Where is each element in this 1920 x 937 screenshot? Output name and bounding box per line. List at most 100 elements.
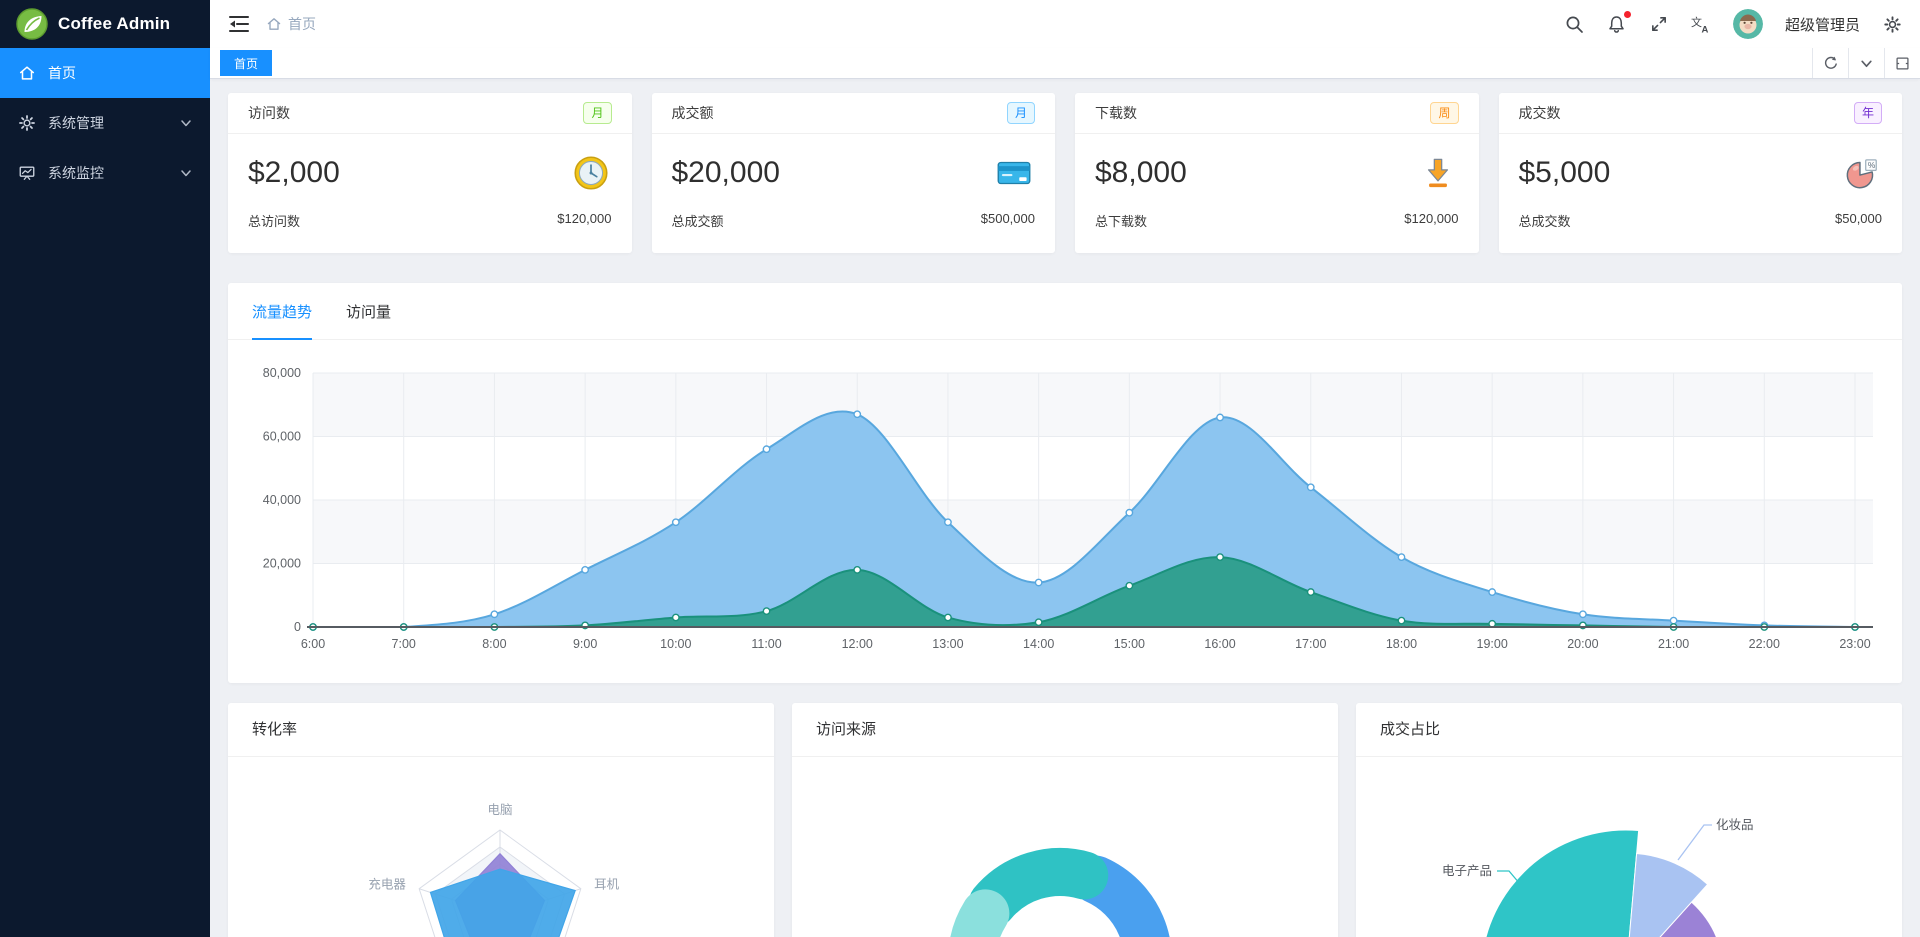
- app-logo: Coffee Admin: [0, 0, 210, 48]
- tab-home[interactable]: 首页: [220, 50, 273, 76]
- svg-text:19:00: 19:00: [1477, 637, 1508, 651]
- svg-text:40,000: 40,000: [263, 493, 301, 507]
- area-chart-canvas: 0 20,000 40,000 60,000 80,000 6:00 7:00 8:00 9:0…: [263, 366, 1873, 651]
- stat-card-footer-value: $500,000: [980, 211, 1035, 226]
- notifications-button[interactable]: [1607, 11, 1631, 34]
- stat-card-footer-label: 总下载数: [1095, 214, 1148, 229]
- fullscreen-icon: [1652, 17, 1666, 31]
- app-title: Coffee Admin: [58, 14, 171, 33]
- svg-text:12:00: 12:00: [842, 637, 873, 651]
- stat-card-turnover: 成交额 月 $20,000 总成交额 $500,000: [651, 93, 1055, 253]
- tags-controls: [1812, 48, 1920, 78]
- stat-card-footer-value: $120,000: [557, 211, 612, 226]
- username[interactable]: 超级管理员: [1784, 16, 1860, 34]
- deal-share-chart: 电子产品 化妆品: [1356, 757, 1902, 937]
- bottom-cards-row: 转化率 电脑耳机 充电器 访问来源 成交占比 电子产品 化妆品: [228, 703, 1902, 937]
- download-icon: [1427, 158, 1448, 187]
- svg-text:8:00: 8:00: [482, 637, 506, 651]
- conversion-rate-card: 转化率 电脑耳机 充电器: [228, 703, 774, 937]
- clock-icon: [573, 155, 608, 190]
- stat-card-title: 访问数: [248, 105, 290, 121]
- svg-text:A: A: [1701, 24, 1708, 34]
- maximize-button[interactable]: [1884, 48, 1920, 78]
- svg-text:17:00: 17:00: [1295, 637, 1326, 651]
- settings-button[interactable]: [1882, 14, 1902, 34]
- sidebar-item-system-management[interactable]: 系统管理: [0, 98, 210, 148]
- svg-text:充电器: 充电器: [368, 876, 406, 891]
- svg-text:18:00: 18:00: [1386, 637, 1417, 651]
- svg-text:20,000: 20,000: [263, 557, 301, 571]
- card-title: 访问来源: [792, 703, 1338, 757]
- search-button[interactable]: [1565, 14, 1585, 34]
- topbar: 首页: [210, 0, 1920, 48]
- stat-card-footer-label: 总访问数: [248, 214, 301, 229]
- svg-text:10:00: 10:00: [660, 637, 691, 651]
- period-badge: 月: [1006, 102, 1035, 124]
- topbar-actions: 文 A 超级管理员: [1565, 9, 1902, 39]
- home-icon: [19, 66, 35, 80]
- svg-text:13:00: 13:00: [932, 637, 963, 651]
- svg-text:22:00: 22:00: [1749, 637, 1780, 651]
- svg-text:21:00: 21:00: [1658, 637, 1689, 651]
- stat-card-title: 下载数: [1095, 105, 1137, 121]
- stat-card-footer-label: 总成交额: [671, 214, 724, 229]
- breadcrumb-item[interactable]: 首页: [288, 16, 316, 32]
- tab-visit-volume[interactable]: 访问量: [346, 303, 392, 321]
- stat-card-title: 成交额: [671, 105, 714, 121]
- chevron-down-icon: [181, 170, 191, 177]
- svg-text:0: 0: [294, 620, 301, 634]
- trend-tabs: 流量趋势 访问量: [228, 283, 1902, 340]
- svg-text:23:00: 23:00: [1839, 637, 1870, 651]
- stat-card-value: $5,000: [1518, 155, 1611, 189]
- svg-text:电子产品: 电子产品: [1442, 864, 1492, 878]
- sidebar-item-home[interactable]: 首页: [0, 48, 210, 98]
- traffic-trend-card: 流量趋势 访问量 0 20,000 40,000 60,000 80,000 6:00 7:…: [228, 283, 1902, 683]
- svg-text:7:00: 7:00: [392, 637, 416, 651]
- stat-cards-row: 访问数 月 $2,000 总访问数 $120,000: [228, 93, 1902, 253]
- svg-text:9:00: 9:00: [573, 637, 597, 651]
- period-badge: 年: [1853, 102, 1882, 124]
- period-badge: 月: [583, 102, 612, 124]
- tab-traffic-trend[interactable]: 流量趋势: [252, 283, 313, 340]
- donut-chart-canvas: [950, 848, 1170, 937]
- refresh-icon: [1824, 56, 1837, 69]
- svg-text:16:00: 16:00: [1204, 637, 1235, 651]
- home-icon[interactable]: [266, 16, 282, 32]
- svg-text:20:00: 20:00: [1567, 637, 1598, 651]
- stat-card-value: $2,000: [248, 155, 340, 189]
- sidebar-item-label: 系统管理: [48, 115, 104, 131]
- breadcrumb: 首页: [266, 14, 316, 34]
- sidebar-item-label: 系统监控: [48, 165, 104, 181]
- stat-card-footer-value: $120,000: [1404, 211, 1459, 226]
- visit-source-chart: [792, 757, 1338, 937]
- svg-text:11:00: 11:00: [751, 637, 781, 651]
- monitor-icon: [19, 166, 35, 180]
- refresh-button[interactable]: [1812, 48, 1848, 78]
- avatar[interactable]: [1732, 9, 1763, 39]
- stat-card-visits: 访问数 月 $2,000 总访问数 $120,000: [228, 93, 632, 253]
- period-badge: 周: [1430, 102, 1459, 124]
- svg-text:耳机: 耳机: [594, 877, 620, 891]
- card-title: 成交占比: [1356, 703, 1902, 757]
- card-title: 转化率: [228, 703, 774, 757]
- svg-text:80,000: 80,000: [263, 366, 301, 380]
- bell-icon: [1609, 15, 1625, 33]
- maximize-icon: [1896, 56, 1909, 70]
- gear-icon: [19, 115, 35, 131]
- sidebar-item-system-monitor[interactable]: 系统监控: [0, 148, 210, 198]
- svg-text:电脑: 电脑: [487, 803, 512, 817]
- tags-bar: 首页: [210, 48, 1920, 79]
- traffic-trend-chart: 0 20,000 40,000 60,000 80,000 6:00 7:00 8:00 9:0…: [228, 340, 1902, 682]
- search-icon: [1567, 16, 1584, 33]
- tags-dropdown-button[interactable]: [1848, 48, 1884, 78]
- sidebar-collapse-icon[interactable]: [228, 14, 250, 34]
- svg-text:文: 文: [1691, 15, 1702, 29]
- sidebar-menu: 首页 系统管理 系统: [0, 48, 210, 198]
- chevron-down-icon: [181, 120, 191, 127]
- svg-text:14:00: 14:00: [1023, 637, 1054, 651]
- stat-card-title: 成交数: [1518, 105, 1561, 121]
- fullscreen-button[interactable]: [1649, 14, 1669, 34]
- sidebar-item-label: 首页: [48, 65, 76, 81]
- language-button[interactable]: 文 A: [1691, 14, 1711, 34]
